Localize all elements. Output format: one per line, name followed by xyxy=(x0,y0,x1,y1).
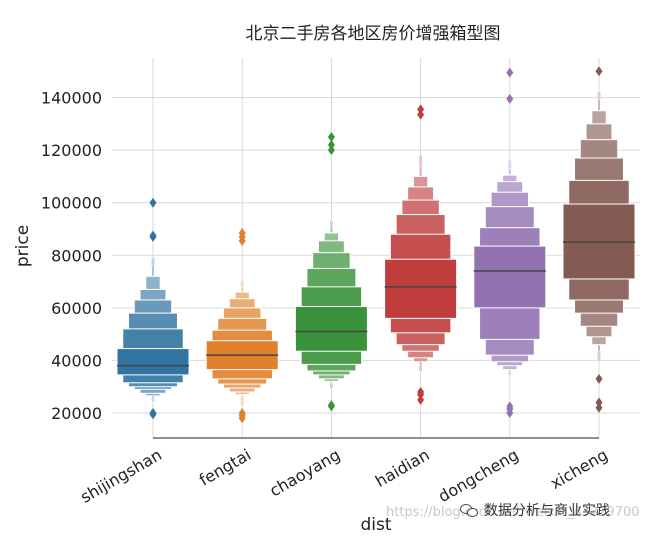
boxen-level-rect xyxy=(294,306,368,352)
outlier-point xyxy=(595,402,603,413)
y-tick-label: 60000 xyxy=(51,299,102,318)
boxen-level-rect xyxy=(116,348,190,376)
whisker-lower xyxy=(151,398,155,402)
whisker-lower xyxy=(240,397,244,406)
outlier-point xyxy=(417,109,425,120)
boxen-dongcheng xyxy=(473,67,547,418)
brand-watermark: 数据分析与商业实践 xyxy=(460,500,610,520)
x-tick-label: fengtai xyxy=(196,445,254,490)
outlier-point xyxy=(238,227,246,238)
whisker-upper xyxy=(329,221,333,226)
y-tick-label: 20000 xyxy=(51,404,102,423)
outlier-point xyxy=(327,145,335,156)
whisker-lower xyxy=(508,372,512,375)
boxen-fengtai xyxy=(205,227,279,424)
watermark-url: https://blog.csdn.net/weixin_43329700 xyxy=(386,505,640,520)
x-tick-label: chaoyang xyxy=(266,445,343,501)
outlier-point xyxy=(595,397,603,408)
boxen-chaoyang xyxy=(294,131,368,412)
outlier-point xyxy=(327,400,335,411)
x-tick-label: xicheng xyxy=(547,445,611,493)
x-tick-label: dongcheng xyxy=(435,445,522,506)
x-tick-label: haidian xyxy=(372,445,433,491)
outlier-point xyxy=(149,408,157,418)
boxen-level-rect xyxy=(473,245,547,309)
y-tick-label: 100000 xyxy=(41,194,102,213)
outlier-point xyxy=(327,131,335,142)
boxen-haidian xyxy=(384,104,458,405)
outlier-point xyxy=(417,386,425,397)
outlier-point xyxy=(417,394,425,405)
whisker-upper xyxy=(508,160,512,169)
outlier-point xyxy=(327,139,335,150)
outlier-point xyxy=(149,197,157,208)
outlier-point xyxy=(417,104,425,115)
x-axis-label: dist xyxy=(360,515,391,535)
brand-name: 数据分析与商业实践 xyxy=(484,503,610,519)
y-tick-label: 40000 xyxy=(51,351,102,370)
chart-title: 北京二手房各地区房价增强箱型图 xyxy=(246,24,501,44)
y-tick-label: 120000 xyxy=(41,141,102,160)
outlier-point xyxy=(506,67,514,78)
wechat-icon xyxy=(460,503,478,517)
boxen-xicheng xyxy=(562,66,636,413)
outlier-point xyxy=(149,230,157,241)
boxen-shijingshan xyxy=(116,197,190,420)
outlier-point xyxy=(595,373,603,384)
outlier-point xyxy=(595,66,603,77)
whisker-upper xyxy=(151,257,155,266)
y-tick-label: 140000 xyxy=(41,89,102,108)
whisker-upper xyxy=(419,155,423,166)
y-tick-label: 80000 xyxy=(51,246,102,265)
outlier-point xyxy=(238,408,246,418)
outlier-point xyxy=(506,93,514,104)
outlier-point xyxy=(506,401,514,412)
whisker-upper xyxy=(240,281,244,287)
y-axis-label: price xyxy=(13,225,33,267)
boxen-plot xyxy=(116,66,636,424)
x-tick-label: shijingshan xyxy=(77,445,165,507)
whisker-lower xyxy=(329,384,333,389)
grid xyxy=(112,58,640,438)
whisker-lower xyxy=(597,351,601,361)
whisker-upper xyxy=(597,92,601,99)
whisker-lower xyxy=(419,365,423,371)
boxen-level-rect xyxy=(384,258,458,319)
